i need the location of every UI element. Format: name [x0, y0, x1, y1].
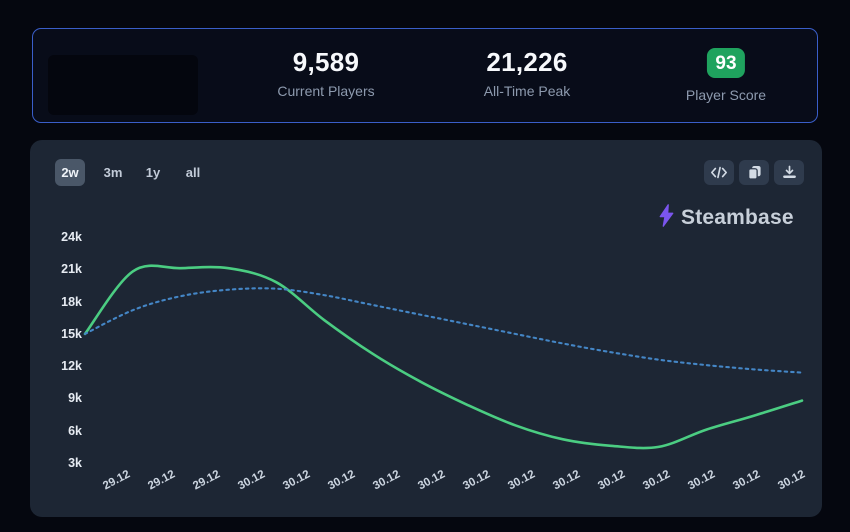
y-tick-label: 3k: [68, 456, 82, 470]
copy-button[interactable]: [739, 160, 769, 185]
y-tick-label: 6k: [68, 423, 82, 438]
series-players-solid: [83, 264, 804, 450]
y-tick-label: 18k: [61, 294, 82, 309]
all-time-peak-value: 21,226: [486, 47, 568, 77]
current-players-label: Current Players: [277, 83, 375, 99]
stat-player-score: 93 Player Score: [686, 48, 766, 102]
time-range-selector: 2w 3m 1y all: [55, 159, 205, 186]
steambase-logo-text: Steambase: [681, 206, 794, 229]
player-score-badge: 93: [707, 48, 745, 78]
stat-current-players: 9,589 Current Players: [277, 49, 374, 98]
series-players-trend-dotted: [83, 287, 804, 374]
y-tick-label: 15k: [61, 326, 82, 341]
header-card: 9,589 Current Players 21,226 All-Time Pe…: [32, 28, 818, 123]
y-tick-label: 9k: [68, 391, 82, 406]
chart-canvas[interactable]: [30, 140, 822, 517]
embed-code-icon: [710, 166, 728, 179]
player-score-label: Player Score: [685, 87, 767, 103]
current-players-value: 9,589: [292, 47, 360, 77]
download-icon: [782, 165, 797, 180]
range-button-all[interactable]: all: [181, 159, 205, 186]
chart-actions: [704, 160, 804, 185]
range-button-2w[interactable]: 2w: [55, 159, 85, 186]
download-button[interactable]: [774, 160, 804, 185]
chart-panel: 2w 3m 1y all: [30, 140, 822, 517]
y-tick-label: 24k: [61, 230, 82, 244]
game-banner-image: [48, 55, 198, 115]
range-button-1y[interactable]: 1y: [141, 159, 165, 186]
embed-code-button[interactable]: [704, 160, 734, 185]
all-time-peak-label: All-Time Peak: [483, 83, 571, 99]
steambase-logo-icon: [658, 204, 675, 232]
stat-all-time-peak: 21,226 All-Time Peak: [484, 49, 571, 98]
range-button-3m[interactable]: 3m: [101, 159, 125, 186]
y-tick-label: 21k: [61, 262, 82, 277]
steambase-watermark[interactable]: Steambase: [658, 204, 794, 232]
y-tick-label: 12k: [61, 359, 82, 374]
copy-icon: [747, 165, 762, 180]
